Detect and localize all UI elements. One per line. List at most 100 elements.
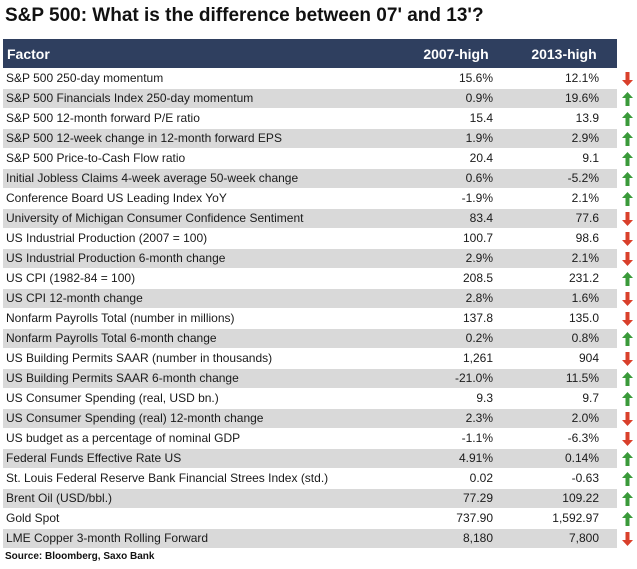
arrow-down-icon <box>617 529 637 549</box>
value-2013-cell: 98.6 <box>511 228 617 249</box>
table-row: Nonfarm Payrolls Total 6-month change 0.2… <box>3 328 617 349</box>
arrow-down-icon <box>617 69 637 89</box>
factor-cell: Nonfarm Payrolls Total (number in millio… <box>3 308 401 329</box>
value-2007-cell: 4.91% <box>401 448 511 469</box>
arrow-down-icon <box>617 309 637 329</box>
factor-cell: US CPI (1982-84 = 100) <box>3 268 401 289</box>
value-2007-cell: 137.8 <box>401 308 511 329</box>
table-row: US Consumer Spending (real) 12-month cha… <box>3 408 617 429</box>
value-2013-cell: -0.63 <box>511 468 617 489</box>
value-2013-cell: 904 <box>511 348 617 369</box>
value-2013-cell: 19.6% <box>511 88 617 109</box>
table-row: S&P 500 Financials Index 250-day momentu… <box>3 88 617 109</box>
factor-cell: S&P 500 Financials Index 250-day momentu… <box>3 88 401 109</box>
arrow-up-icon <box>617 469 637 489</box>
arrow-up-icon <box>617 109 637 129</box>
table-row: US CPI (1982-84 = 100) 208.5 231.2 <box>3 268 617 289</box>
arrow-up-icon <box>617 129 637 149</box>
value-2013-cell: 9.1 <box>511 148 617 169</box>
value-2013-cell: -5.2% <box>511 168 617 189</box>
factor-cell: S&P 500 Price-to-Cash Flow ratio <box>3 148 401 169</box>
factor-cell: Conference Board US Leading Index YoY <box>3 188 401 209</box>
value-2007-cell: 1,261 <box>401 348 511 369</box>
value-2007-cell: 83.4 <box>401 208 511 229</box>
value-2007-cell: 15.4 <box>401 108 511 129</box>
value-2007-cell: 2.9% <box>401 248 511 269</box>
table-row: US CPI 12-month change 2.8% 1.6% <box>3 288 617 309</box>
value-2007-cell: 0.6% <box>401 168 511 189</box>
arrow-up-icon <box>617 509 637 529</box>
arrow-up-icon <box>617 169 637 189</box>
arrow-up-icon <box>617 189 637 209</box>
arrow-up-icon <box>617 329 637 349</box>
arrow-up-icon <box>617 89 637 109</box>
factor-cell: University of Michigan Consumer Confiden… <box>3 208 401 229</box>
value-2013-cell: 12.1% <box>511 68 617 89</box>
table-row: US Industrial Production 6-month change 2… <box>3 248 617 269</box>
factor-cell: LME Copper 3-month Rolling Forward <box>3 528 401 549</box>
value-2013-cell: 1,592.97 <box>511 508 617 529</box>
value-2007-cell: -1.9% <box>401 188 511 209</box>
table-header-row: Factor 2007-high 2013-high <box>3 39 617 69</box>
factor-cell: Gold Spot <box>3 508 401 529</box>
table-row: US Building Permits SAAR 6-month change -… <box>3 368 617 389</box>
value-2007-cell: 15.6% <box>401 68 511 89</box>
value-2013-cell: -6.3% <box>511 428 617 449</box>
value-2007-cell: 100.7 <box>401 228 511 249</box>
factor-cell: US CPI 12-month change <box>3 288 401 309</box>
table-row: S&P 500 12-month forward P/E ratio 15.4 13… <box>3 108 617 129</box>
value-2013-cell: 135.0 <box>511 308 617 329</box>
table-row: US Building Permits SAAR (number in thou… <box>3 348 617 369</box>
value-2013-cell: 77.6 <box>511 208 617 229</box>
factor-cell: US Consumer Spending (real) 12-month cha… <box>3 408 401 429</box>
value-2013-cell: 7,800 <box>511 528 617 549</box>
table-row: Conference Board US Leading Index YoY -1.… <box>3 188 617 209</box>
source-note: Source: Bloomberg, Saxo Bank <box>5 551 155 562</box>
arrow-up-icon <box>617 149 637 169</box>
table-row: St. Louis Federal Reserve Bank Financial… <box>3 468 617 489</box>
table-row: S&P 500 12-week change in 12-month forwa… <box>3 128 617 149</box>
value-2007-cell: 0.2% <box>401 328 511 349</box>
value-2013-cell: 0.14% <box>511 448 617 469</box>
table-row: Nonfarm Payrolls Total (number in millio… <box>3 308 617 329</box>
value-2007-cell: 0.9% <box>401 88 511 109</box>
arrow-down-icon <box>617 409 637 429</box>
arrow-up-icon <box>617 269 637 289</box>
table-row: US Industrial Production (2007 = 100) 100… <box>3 228 617 249</box>
table-row: University of Michigan Consumer Confiden… <box>3 208 617 229</box>
table-row: US budget as a percentage of nominal GDP… <box>3 428 617 449</box>
table-row: US Consumer Spending (real, USD bn.) 9.3 9… <box>3 388 617 409</box>
factor-cell: S&P 500 12-week change in 12-month forwa… <box>3 128 401 149</box>
value-2013-cell: 2.0% <box>511 408 617 429</box>
factor-cell: S&P 500 12-month forward P/E ratio <box>3 108 401 129</box>
arrow-down-icon <box>617 229 637 249</box>
value-2007-cell: 9.3 <box>401 388 511 409</box>
factor-cell: US Industrial Production (2007 = 100) <box>3 228 401 249</box>
table-row: LME Copper 3-month Rolling Forward 8,180 7… <box>3 528 617 549</box>
table-row: S&P 500 250-day momentum 15.6% 12.1% <box>3 68 617 89</box>
value-2013-cell: 231.2 <box>511 268 617 289</box>
value-2013-cell: 2.1% <box>511 248 617 269</box>
arrow-down-icon <box>617 249 637 269</box>
table-row: Brent Oil (USD/bbl.) 77.29 109.22 <box>3 488 617 509</box>
factor-cell: Brent Oil (USD/bbl.) <box>3 488 401 509</box>
value-2007-cell: 20.4 <box>401 148 511 169</box>
value-2013-cell: 2.1% <box>511 188 617 209</box>
value-2007-cell: 2.3% <box>401 408 511 429</box>
arrow-down-icon <box>617 429 637 449</box>
value-2007-cell: 1.9% <box>401 128 511 149</box>
trend-arrow-column <box>617 69 637 549</box>
factor-cell: US budget as a percentage of nominal GDP <box>3 428 401 449</box>
header-factor: Factor <box>3 39 401 69</box>
header-2007-high: 2007-high <box>401 39 511 69</box>
page-title: S&P 500: What is the difference between … <box>5 5 484 26</box>
value-2007-cell: 8,180 <box>401 528 511 549</box>
value-2013-cell: 1.6% <box>511 288 617 309</box>
value-2013-cell: 9.7 <box>511 388 617 409</box>
table-row: Initial Jobless Claims 4-week average 50… <box>3 168 617 189</box>
value-2013-cell: 13.9 <box>511 108 617 129</box>
value-2007-cell: 0.02 <box>401 468 511 489</box>
table-row: Gold Spot 737.90 1,592.97 <box>3 508 617 529</box>
header-2013-high: 2013-high <box>511 39 617 69</box>
factor-cell: Initial Jobless Claims 4-week average 50… <box>3 168 401 189</box>
